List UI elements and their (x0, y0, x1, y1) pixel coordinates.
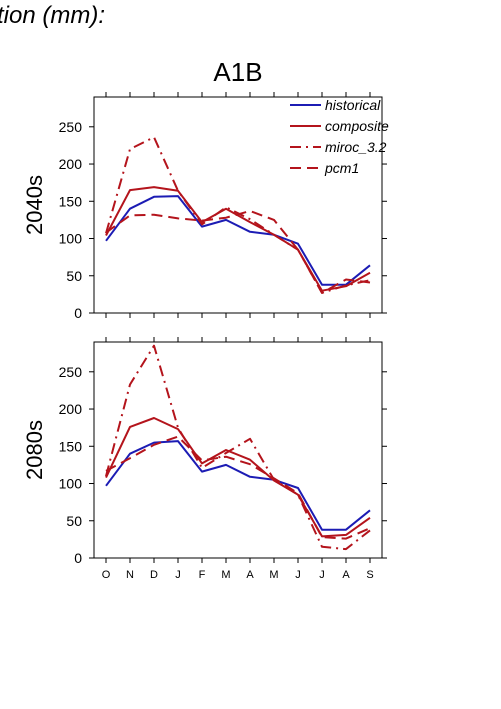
legend-label: miroc_3.2 (325, 139, 387, 155)
y-tick-label: 250 (59, 364, 83, 380)
series-line-miroc-3-2 (105, 344, 371, 551)
legend-label: historical (325, 97, 381, 113)
panel-2040s: 0 50 100 150 200 250 2040s historical composite m… (22, 92, 389, 321)
x-tick-label: D (150, 569, 158, 581)
y-tick-label: 150 (59, 438, 83, 454)
y-tick-label: 50 (66, 268, 82, 284)
panel-label-2040s: 2040s (22, 175, 47, 235)
x-tick-label: J (319, 569, 325, 581)
figure-header-fragment: tion (mm): (0, 2, 105, 29)
x-tick-label: A (246, 569, 254, 581)
series-line-historical (105, 195, 371, 286)
series-line-composite (105, 186, 371, 292)
series-line-pcm1 (105, 210, 371, 294)
plot-frame (93, 96, 383, 314)
y-tick-label: 150 (59, 193, 83, 209)
panel-label-2080s: 2080s (22, 420, 47, 480)
panel-2080s: 0 50 100 150 200 250 2080s (22, 337, 387, 566)
x-tick-label: S (366, 569, 373, 581)
series-line-pcm1 (105, 435, 371, 540)
y-tick-label: 0 (74, 550, 82, 566)
y-tick-label: 100 (59, 476, 83, 492)
legend-label: composite (325, 118, 389, 134)
panels: 0 50 100 150 200 250 2040s historical composite m… (22, 92, 389, 581)
series-line-historical (105, 440, 371, 531)
x-tick-label: O (102, 569, 111, 581)
y-tick-label: 200 (59, 156, 83, 172)
x-tick-label: M (221, 569, 230, 581)
y-tick-label: 200 (59, 401, 83, 417)
y-tick-label: 0 (74, 305, 82, 321)
y-tick-label: 250 (59, 119, 83, 135)
y-tick-label: 100 (59, 231, 83, 247)
x-tick-label: F (199, 569, 206, 581)
x-tick-label: M (269, 569, 278, 581)
series-line-composite (105, 417, 371, 538)
legend: historical composite miroc_3.2 pcm1 (290, 97, 389, 176)
plot-frame (93, 341, 383, 559)
series-line-miroc-3-2 (105, 136, 371, 294)
chart-title: A1B (213, 57, 262, 87)
x-tick-label: J (295, 569, 301, 581)
x-tick-label: N (126, 569, 134, 581)
x-tick-label: J (175, 569, 181, 581)
x-tick-label: A (342, 569, 350, 581)
y-tick-label: 50 (66, 513, 82, 529)
legend-label: pcm1 (324, 160, 359, 176)
